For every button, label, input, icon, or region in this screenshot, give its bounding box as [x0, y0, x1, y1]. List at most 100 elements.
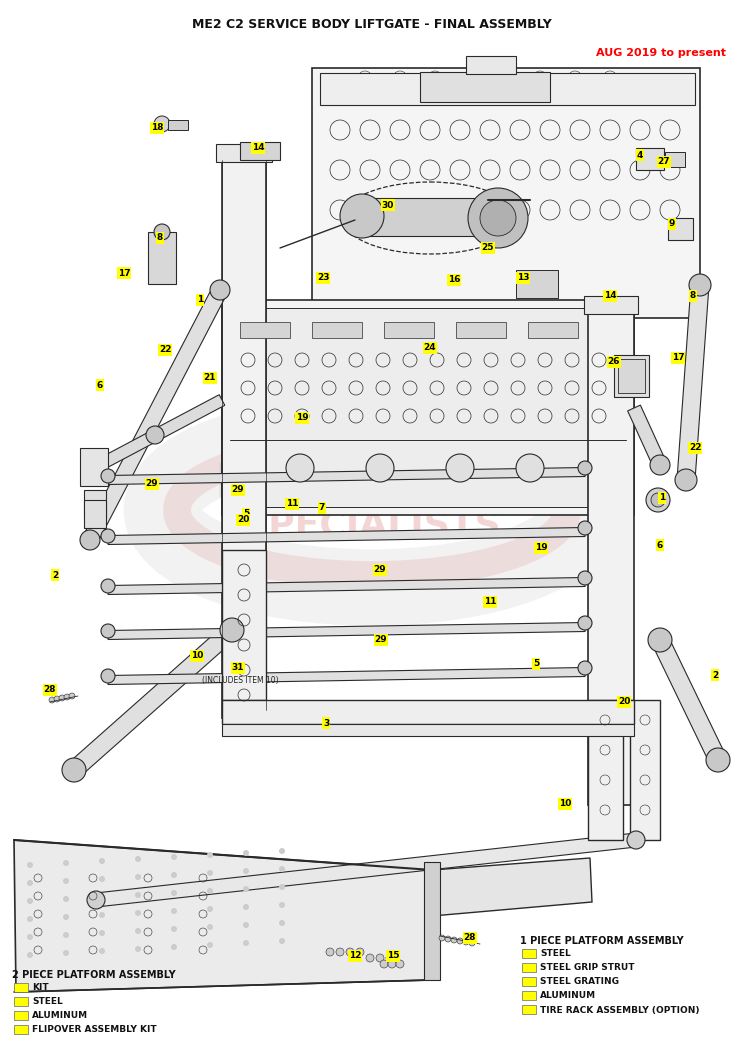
Circle shape: [326, 948, 334, 956]
Circle shape: [578, 616, 592, 630]
Polygon shape: [108, 467, 585, 485]
Bar: [420, 72, 550, 102]
Circle shape: [27, 898, 33, 904]
Bar: [528, 322, 578, 338]
Bar: [148, 232, 176, 284]
Circle shape: [135, 946, 141, 952]
Circle shape: [154, 116, 170, 132]
Circle shape: [243, 886, 249, 892]
Circle shape: [396, 960, 404, 968]
Bar: [80, 448, 108, 486]
Text: 29: 29: [375, 635, 388, 645]
Circle shape: [516, 454, 544, 482]
Bar: [222, 550, 266, 700]
Bar: [424, 862, 440, 980]
Circle shape: [99, 894, 105, 901]
Circle shape: [101, 579, 115, 593]
Polygon shape: [95, 833, 637, 907]
Circle shape: [63, 896, 69, 902]
Text: 1 PIECE PLATFORM ASSEMBLY: 1 PIECE PLATFORM ASSEMBLY: [520, 936, 684, 946]
Text: 12: 12: [349, 951, 362, 960]
Circle shape: [451, 937, 457, 943]
Circle shape: [154, 224, 170, 240]
Circle shape: [675, 469, 697, 491]
Text: ME2 C2 SERVICE BODY LIFTGATE - FINAL ASSEMBLY: ME2 C2 SERVICE BODY LIFTGATE - FINAL ASS…: [192, 18, 552, 31]
Bar: [84, 500, 106, 528]
Text: 8: 8: [157, 234, 163, 243]
Circle shape: [171, 872, 177, 878]
Circle shape: [63, 914, 69, 920]
Text: 9: 9: [669, 220, 676, 228]
Text: 20: 20: [618, 697, 630, 707]
Circle shape: [439, 935, 445, 940]
Text: KIT: KIT: [32, 984, 48, 992]
Text: 28: 28: [464, 933, 476, 943]
Circle shape: [101, 469, 115, 483]
Circle shape: [81, 461, 99, 479]
Circle shape: [648, 628, 672, 652]
Circle shape: [346, 948, 354, 956]
Circle shape: [706, 748, 730, 772]
Circle shape: [63, 932, 69, 938]
Bar: [14, 983, 28, 992]
Text: 22: 22: [158, 345, 171, 355]
Polygon shape: [108, 578, 585, 594]
Text: 7: 7: [319, 504, 325, 512]
Circle shape: [243, 868, 249, 874]
Text: STEEL GRIP STRUT: STEEL GRIP STRUT: [540, 964, 635, 972]
Text: 15: 15: [387, 951, 400, 960]
Text: 1: 1: [659, 493, 665, 503]
Circle shape: [380, 960, 388, 968]
Bar: [584, 296, 638, 313]
Text: 29: 29: [231, 486, 244, 494]
Bar: [320, 73, 695, 105]
Circle shape: [135, 910, 141, 916]
Bar: [588, 300, 634, 805]
Text: ALUMINUM: ALUMINUM: [540, 991, 596, 1000]
Text: 16: 16: [448, 276, 461, 284]
Bar: [240, 142, 280, 160]
Circle shape: [27, 934, 33, 940]
Text: 11: 11: [286, 500, 298, 508]
Bar: [14, 997, 28, 1006]
Circle shape: [243, 922, 249, 928]
Text: 5: 5: [533, 660, 539, 668]
Text: STEEL: STEEL: [32, 997, 62, 1007]
Text: 26: 26: [608, 358, 620, 366]
Text: 24: 24: [423, 344, 436, 352]
Text: 17: 17: [672, 353, 684, 363]
Circle shape: [651, 493, 665, 507]
Text: FLIPOVER ASSEMBLY KIT: FLIPOVER ASSEMBLY KIT: [32, 1026, 157, 1034]
Circle shape: [340, 194, 384, 238]
Bar: [516, 270, 558, 298]
Circle shape: [146, 426, 164, 444]
Bar: [630, 700, 660, 839]
Circle shape: [54, 696, 60, 702]
Circle shape: [578, 521, 592, 535]
Bar: [618, 359, 645, 393]
Polygon shape: [108, 623, 585, 640]
Circle shape: [207, 852, 213, 858]
Circle shape: [87, 891, 105, 909]
Circle shape: [63, 950, 69, 956]
Circle shape: [446, 454, 474, 482]
Circle shape: [578, 571, 592, 585]
Bar: [222, 300, 634, 515]
Text: 14: 14: [603, 291, 616, 301]
Circle shape: [650, 456, 670, 476]
Text: 20: 20: [237, 515, 249, 525]
Text: ALUMINUM: ALUMINUM: [32, 1012, 88, 1020]
Circle shape: [135, 928, 141, 934]
Text: 5: 5: [243, 509, 249, 519]
Bar: [522, 991, 536, 1000]
Circle shape: [286, 454, 314, 482]
Polygon shape: [628, 405, 667, 468]
Bar: [222, 700, 634, 724]
Circle shape: [99, 858, 105, 864]
Circle shape: [279, 884, 285, 890]
Polygon shape: [652, 636, 726, 764]
Bar: [14, 1011, 28, 1020]
Circle shape: [279, 920, 285, 926]
Bar: [230, 308, 626, 507]
Polygon shape: [432, 858, 592, 916]
